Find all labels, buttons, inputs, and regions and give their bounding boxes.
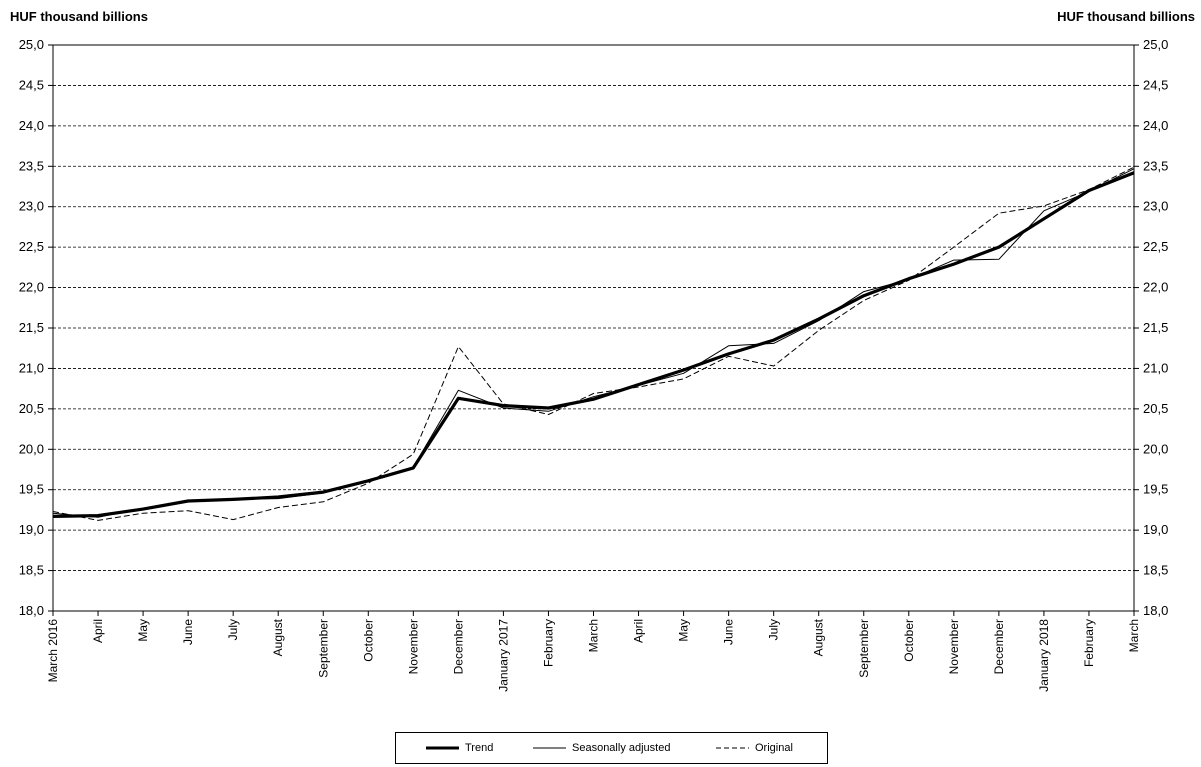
x-tick-label: May [136,619,150,642]
y-tick-label-right: 24,5 [1143,77,1168,92]
x-tick-label: August [271,618,285,656]
x-ticks: March 2016 April May June July August Septembe… [46,611,1141,692]
x-tick-label: May [677,619,691,642]
y-tick-label-right: 22,0 [1143,280,1168,295]
y-tick-label-left: 23,0 [19,199,44,214]
y-tick-label-right: 21,0 [1143,360,1168,375]
legend-item-trend: Trend [426,733,493,763]
y-tick-label-right: 23,0 [1143,199,1168,214]
y-tick-label-left: 20,0 [19,441,44,456]
series-line-original [52,166,1135,521]
y-tick-label-left: 21,5 [19,320,44,335]
x-tick-label: October [361,619,375,662]
y-tick-label-left: 22,0 [19,280,44,295]
y-tick-label-left: 21,0 [19,360,44,375]
legend: Trend Seasonally adjusted Original [395,732,828,764]
y-tick-label-left: 24,0 [19,118,44,133]
y-tick-label-left: 24,5 [19,77,44,92]
y-tick-label-right: 24,0 [1143,118,1168,133]
y-tick-label-right: 20,0 [1143,441,1168,456]
legend-label-original: Original [755,742,793,754]
x-tick-label: January 2018 [1037,619,1051,692]
x-tick-label: July [226,619,240,640]
x-tick-label: June [722,619,736,645]
y-axis-label-right: HUF thousand billions [1057,9,1195,24]
x-tick-label: March 2016 [46,619,60,683]
x-tick-label: November [406,619,420,674]
x-tick-label: March [1127,619,1141,652]
y-ticks-left: 18,0 18,5 19,0 19,5 20,0 20,5 21,0 21,5 22,0 22,5… [19,37,53,618]
y-tick-label-right: 23,5 [1143,158,1168,173]
y-axis-label-left: HUF thousand billions [10,9,148,24]
x-tick-label: April [91,619,105,643]
y-tick-label-left: 19,5 [19,482,44,497]
x-tick-label: February [541,619,555,667]
y-tick-label-left: 25,0 [19,37,44,52]
y-tick-label-right: 21,5 [1143,320,1168,335]
y-tick-label-left: 18,5 [19,563,44,578]
y-ticks-right: 18,0 18,5 19,0 19,5 20,0 20,5 21,0 21,5 22,0 22,5… [1134,37,1168,618]
x-tick-label: December [992,619,1006,674]
y-tick-label-left: 20,5 [19,401,44,416]
legend-swatch-seasonally-adjusted [533,747,566,749]
y-tick-label-right: 25,0 [1143,37,1168,52]
y-tick-label-right: 20,5 [1143,401,1168,416]
y-tick-label-right: 18,5 [1143,563,1168,578]
y-tick-label-right: 19,5 [1143,482,1168,497]
y-tick-label-left: 23,5 [19,158,44,173]
x-tick-label: August [812,618,826,656]
y-tick-label-left: 19,0 [19,522,44,537]
x-tick-label: January 2017 [496,619,510,692]
legend-label-trend: Trend [465,742,494,754]
series-lines [52,166,1135,521]
gridlines [53,85,1134,571]
legend-item-original: Original [716,733,793,763]
x-tick-label: March [587,619,601,652]
y-tick-label-right: 22,5 [1143,239,1168,254]
x-tick-label: November [947,619,961,674]
series-line-trend [52,171,1135,518]
x-tick-label: April [632,619,646,643]
x-tick-label: October [902,619,916,662]
x-tick-label: July [767,619,781,640]
legend-label-seasonally-adjusted: Seasonally adjusted [572,742,671,754]
x-tick-label: December [451,619,465,674]
x-tick-label: February [1082,619,1096,667]
y-tick-label-right: 18,0 [1143,603,1168,618]
legend-swatch-trend [426,746,459,750]
y-tick-label-left: 18,0 [19,603,44,618]
x-tick-label: September [857,619,871,678]
y-tick-label-right: 19,0 [1143,522,1168,537]
legend-swatch-original [716,747,749,749]
x-tick-label: June [181,619,195,645]
legend-item-seasonally-adjusted: Seasonally adjusted [533,733,670,763]
series-line-seasonally-adjusted [52,168,1135,518]
x-tick-label: September [316,619,330,678]
y-tick-label-left: 22,5 [19,239,44,254]
